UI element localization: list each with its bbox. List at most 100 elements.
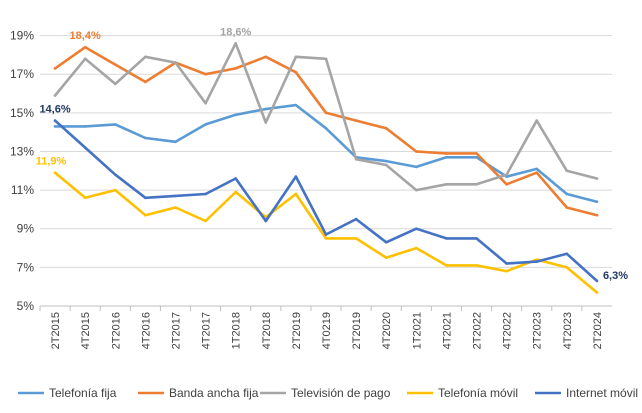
data-point <box>475 155 478 159</box>
data-point <box>595 200 599 203</box>
data-point <box>565 192 569 196</box>
data-point <box>53 67 57 70</box>
data-point <box>384 240 388 244</box>
data-point <box>204 219 207 223</box>
data-point <box>595 279 599 283</box>
y-tick-label: 17% <box>10 67 34 81</box>
data-point <box>144 80 147 84</box>
data-point <box>294 192 298 196</box>
data-point <box>264 107 268 111</box>
data-label: 18,6% <box>220 26 251 38</box>
data-point <box>445 264 448 267</box>
x-tick-label: 4T2020 <box>381 312 393 349</box>
data-point <box>294 103 298 107</box>
data-label: 18,4% <box>70 30 101 42</box>
data-point <box>445 152 448 155</box>
data-point <box>505 269 508 273</box>
series-layer <box>53 41 599 294</box>
data-point <box>113 63 117 66</box>
data-point <box>83 146 87 149</box>
series-line-4 <box>53 119 599 283</box>
data-point <box>595 213 599 217</box>
x-tick-label: 2T2019 <box>291 312 303 349</box>
data-point <box>354 237 358 240</box>
y-tick-label: 9% <box>17 222 35 236</box>
data-point <box>234 113 237 117</box>
data-point <box>113 82 117 86</box>
data-point <box>234 190 237 194</box>
data-point <box>384 256 388 260</box>
x-tick-label: 4T2017 <box>201 312 213 349</box>
data-point <box>144 55 147 59</box>
legend-label: Internet móvil <box>566 386 638 400</box>
data-point <box>264 121 268 124</box>
data-point <box>53 125 57 128</box>
x-tick-label: 1T2021 <box>411 312 423 349</box>
data-point <box>234 67 237 70</box>
data-point <box>354 157 358 161</box>
data-point <box>294 70 298 74</box>
data-point <box>595 177 599 180</box>
data-point <box>354 217 358 221</box>
data-point <box>53 94 57 97</box>
x-tick-label: 4T2023 <box>562 312 574 349</box>
data-point <box>475 264 478 267</box>
data-point <box>535 167 539 171</box>
series-line-2 <box>53 41 599 192</box>
x-tick-label: 2T2015 <box>50 312 62 349</box>
data-point <box>475 183 478 186</box>
data-point <box>264 55 268 59</box>
data-point <box>113 188 117 192</box>
data-point <box>113 173 117 176</box>
data-point <box>535 260 539 263</box>
data-point <box>415 246 418 250</box>
data-point <box>324 237 328 240</box>
x-tick-label: 2T2019 <box>351 312 363 349</box>
data-point <box>324 57 328 61</box>
data-point <box>354 119 358 122</box>
y-tick-label: 7% <box>17 260 35 274</box>
x-tick-label: 2T2023 <box>532 312 544 349</box>
data-point <box>83 45 87 49</box>
y-tick-label: 19% <box>10 29 34 43</box>
data-point <box>415 150 418 153</box>
data-point <box>174 140 177 144</box>
data-point <box>53 119 57 122</box>
y-tick-label: 5% <box>17 299 35 313</box>
data-label: 6,3% <box>603 270 628 282</box>
y-axis: 5% 7% 9% 11% 13% 15% 17% 19% <box>10 29 34 313</box>
data-point <box>415 227 418 231</box>
data-point <box>174 61 177 64</box>
data-point <box>144 196 147 200</box>
legend-label: Telefonía móvil <box>438 386 518 400</box>
data-point <box>384 163 388 167</box>
legend-label: Televisión de pago <box>291 386 391 400</box>
y-tick-label: 11% <box>11 183 34 197</box>
data-point <box>565 169 569 173</box>
data-point <box>234 177 237 180</box>
data-point <box>565 206 569 209</box>
x-tick-label: 2T2024 <box>592 312 604 349</box>
data-point <box>83 57 87 61</box>
data-point <box>144 213 147 217</box>
data-point <box>415 165 418 169</box>
data-point <box>505 173 508 176</box>
data-point <box>294 175 298 178</box>
data-point <box>204 101 207 105</box>
data-point <box>174 206 177 209</box>
data-label: 14,6% <box>39 104 70 116</box>
data-point <box>53 171 57 175</box>
data-point <box>445 155 448 159</box>
series-line-0 <box>53 103 599 203</box>
data-point <box>415 188 418 192</box>
x-axis: 2T2015 4T2015 2T2016 4T2016 2T2017 4T2017 1T20… <box>39 305 612 349</box>
x-tick-label: 4T2021 <box>441 312 453 349</box>
x-tick-label: 4T0219 <box>321 312 333 349</box>
data-point <box>204 72 207 76</box>
legend-label: Telefonía fija <box>49 386 117 400</box>
data-point <box>384 159 388 163</box>
data-label: 11,9% <box>36 156 67 168</box>
x-tick-label: 2T2017 <box>170 312 182 349</box>
data-point <box>595 291 599 294</box>
data-point <box>294 55 298 59</box>
